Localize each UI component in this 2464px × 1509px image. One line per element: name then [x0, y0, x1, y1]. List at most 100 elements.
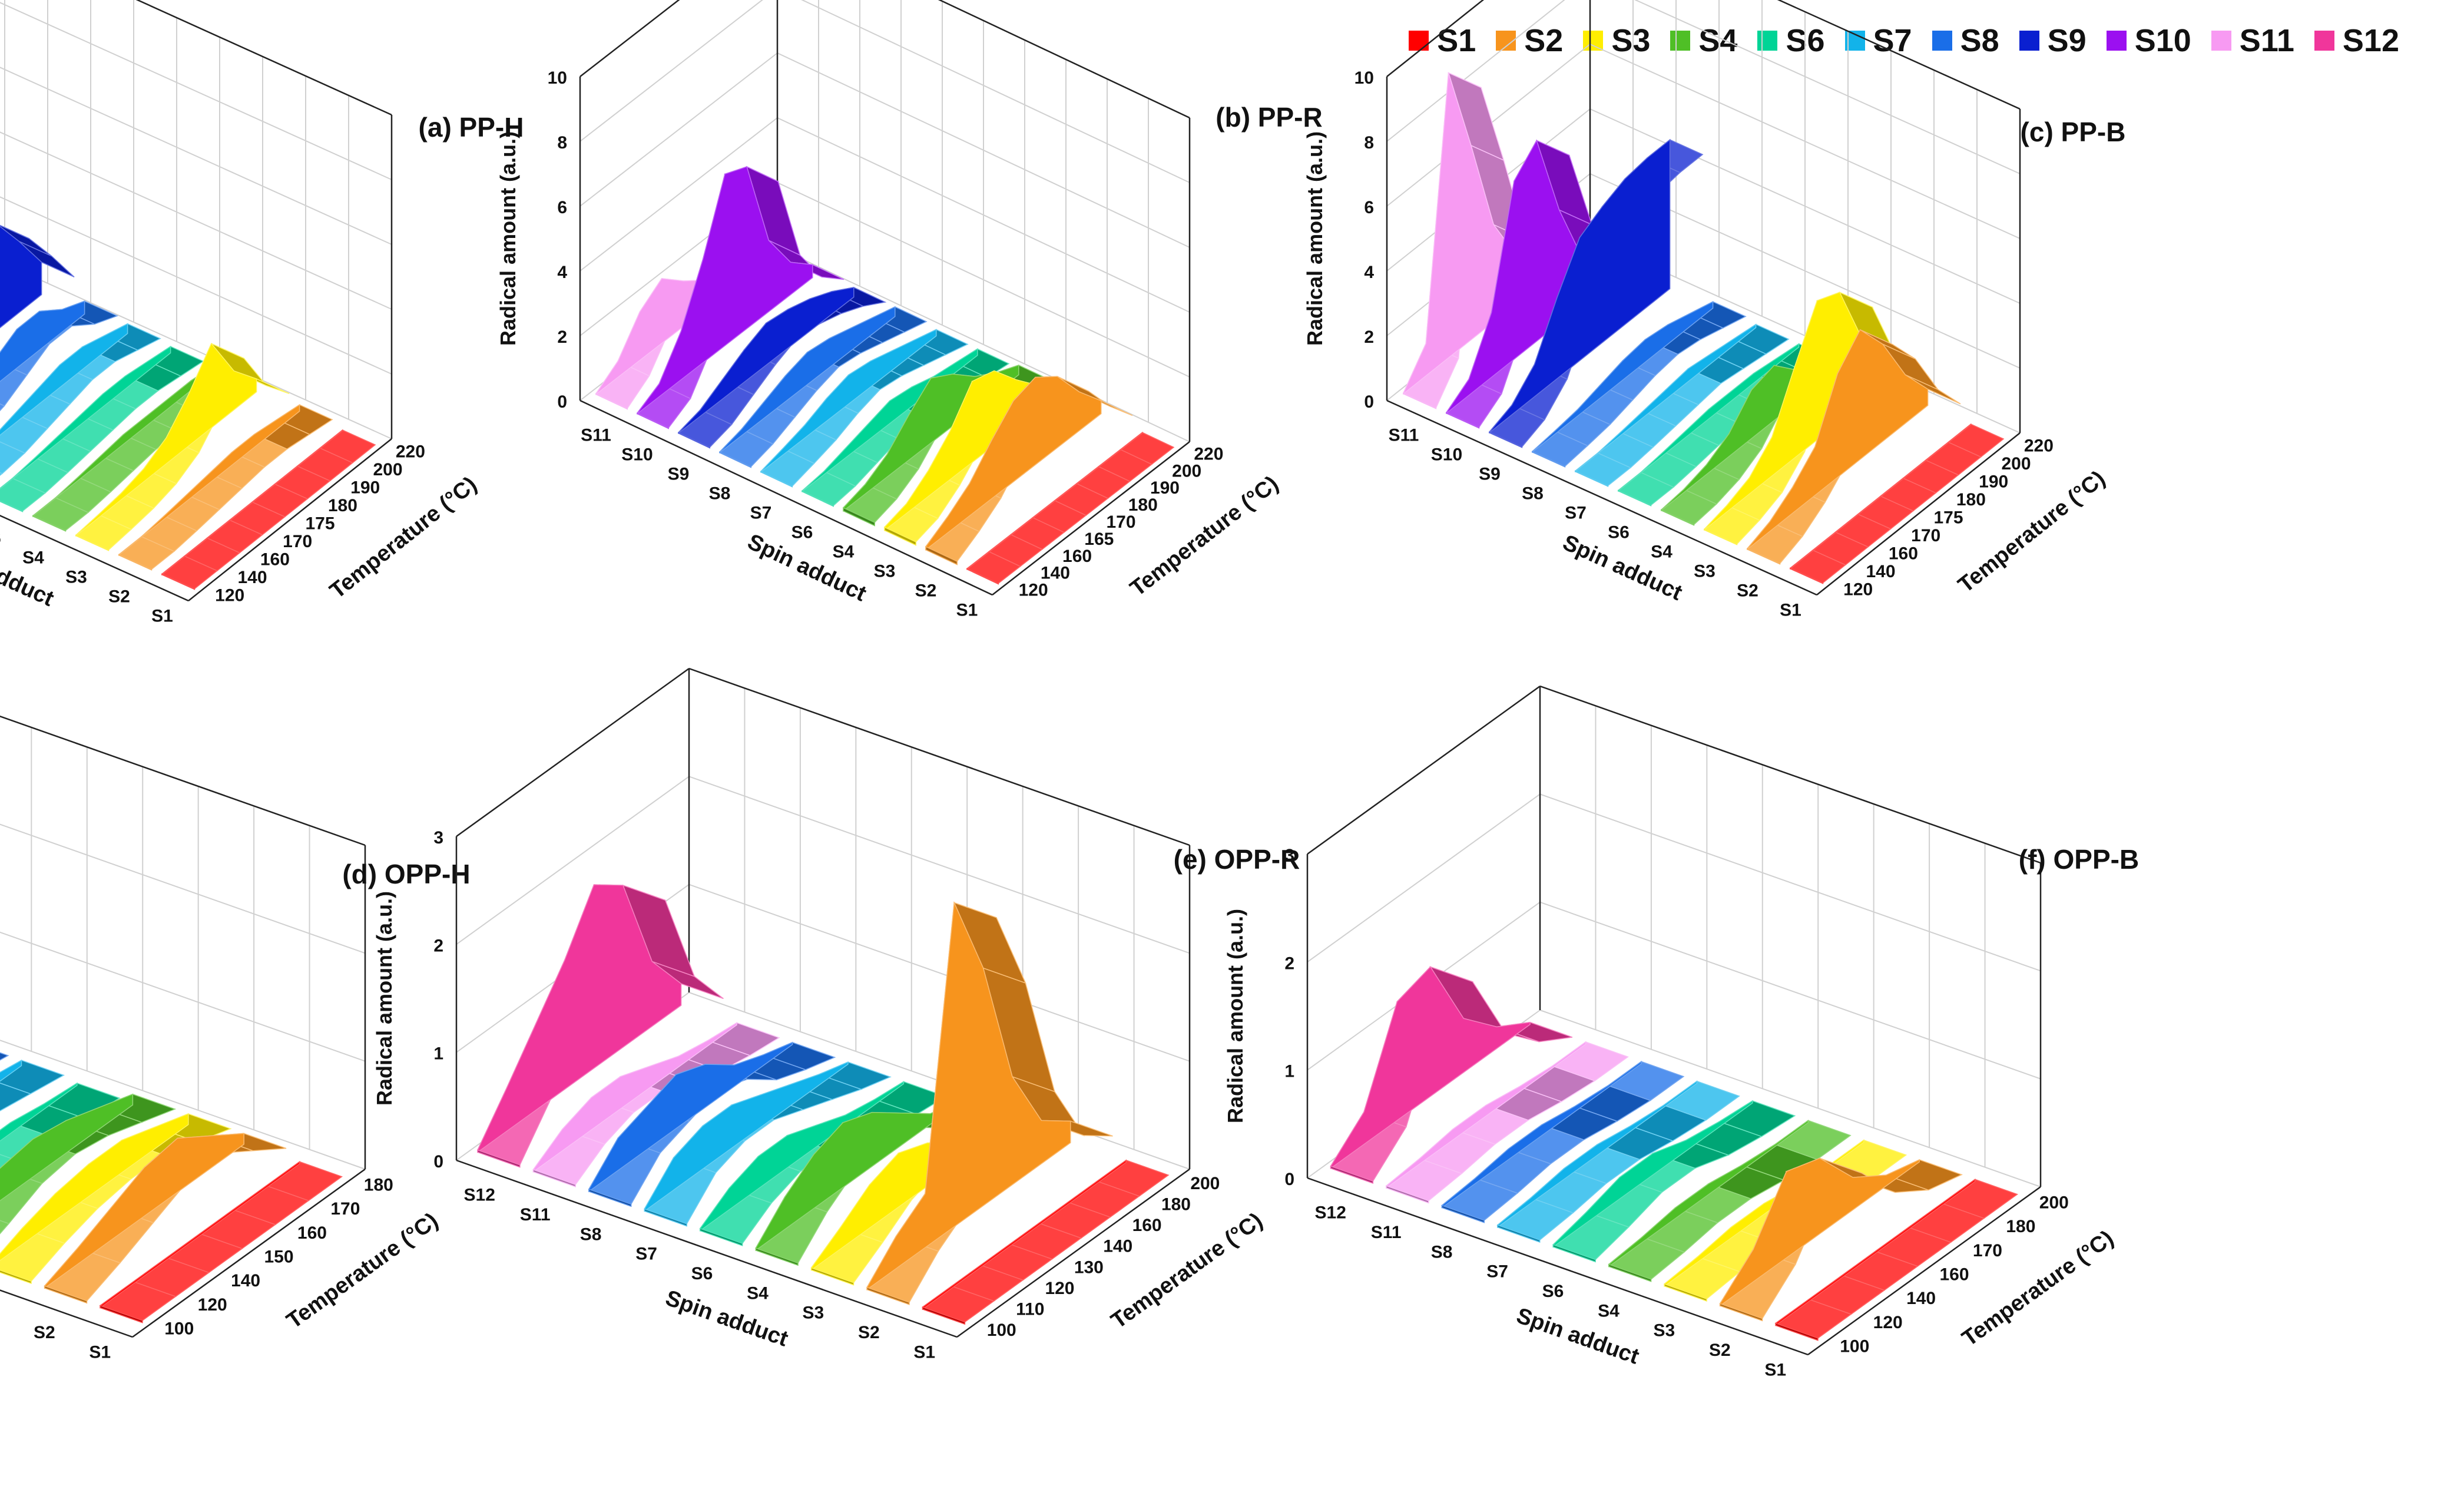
spin-adduct-tick-label: S1	[1764, 1360, 1786, 1379]
spin-adduct-tick-label: S6	[0, 529, 1, 548]
area-front-face	[760, 329, 937, 474]
area-end-face	[1497, 1224, 1541, 1243]
legend-item-s11: S11	[2211, 22, 2294, 59]
x-axis-label: Spin adduct	[662, 1286, 791, 1352]
axis-line	[1307, 685, 1541, 855]
temperature-tick-label: 150	[264, 1247, 294, 1267]
area-front-face	[0, 345, 171, 490]
spin-adduct-tick-label: S11	[581, 426, 611, 445]
gridline	[0, 1040, 366, 1170]
axis-line	[1539, 685, 2041, 864]
gridline	[1386, 0, 1484, 77]
area-end-face	[922, 1306, 966, 1325]
area-series-s1	[1789, 423, 2005, 584]
z-tick-label: 2	[1364, 327, 1374, 347]
temperature-tick-label: 100	[1840, 1337, 1869, 1356]
temperature-tick-label: 140	[238, 568, 267, 587]
gridline	[0, 931, 366, 1062]
area-end-face	[595, 393, 628, 410]
area-end-face	[1775, 1322, 1819, 1341]
temperature-tick-label: 170	[330, 1199, 360, 1219]
area-front-face	[532, 1022, 737, 1173]
area-series-s2	[1746, 329, 1961, 565]
legend-item-s12: S12	[2314, 22, 2399, 59]
temperature-axis-label: Temperature (°C)	[1125, 471, 1283, 601]
axis-line	[0, 715, 366, 846]
area-front-face	[1532, 301, 1714, 454]
z-tick-label: 10	[548, 68, 567, 88]
axis-line	[938, 0, 1190, 119]
area-end-face	[1664, 1283, 1707, 1302]
area-series-s2	[866, 901, 1113, 1305]
axis-line	[956, 1168, 1190, 1338]
temperature-axis-label: Temperature (°C)	[1953, 466, 2109, 597]
gridline	[0, 67, 392, 245]
area-end-face	[760, 471, 793, 488]
y-axis-label: Radical amount (a.u.)	[1223, 909, 1247, 1123]
area-front-face	[637, 166, 813, 415]
spin-adduct-tick-label: S7	[750, 504, 772, 523]
legend-swatch	[2314, 31, 2334, 51]
legend-label: S1	[1437, 23, 1476, 58]
axis-line	[188, 438, 392, 601]
legend-label: S4	[1698, 23, 1738, 58]
area-front-face	[44, 1133, 244, 1289]
legend-item-s10: S10	[2106, 22, 2191, 59]
gridline	[579, 0, 763, 142]
x-axis-label: Spin adduct	[0, 536, 58, 611]
chart-panel-5: 0123100110120130140160180200S1S2S3S4S6S7…	[372, 667, 1300, 1362]
temperature-tick-label: 160	[1132, 1216, 1162, 1235]
spin-adduct-tick-label: S2	[1709, 1341, 1731, 1360]
area-series-s7	[1574, 323, 1790, 487]
area-end-face	[843, 507, 875, 527]
axis-line	[1777, 0, 2021, 110]
gridline	[579, 117, 778, 272]
area-end-face	[925, 545, 958, 565]
temperature-tick-label: 180	[328, 496, 357, 515]
area-end-face	[700, 1227, 743, 1246]
spin-adduct-tick-label: S2	[34, 1323, 55, 1342]
area-front-face	[0, 300, 85, 382]
axis-line	[456, 667, 690, 838]
legend-swatch	[1670, 31, 1691, 51]
z-tick-label: 0	[433, 1152, 443, 1172]
area-end-face	[1441, 1204, 1485, 1223]
area-end-face	[678, 432, 710, 449]
gridline	[1539, 901, 2041, 1080]
z-tick-label: 2	[557, 327, 567, 347]
z-tick-label: 3	[433, 828, 443, 848]
area-front-face	[925, 376, 1102, 551]
axis-line	[579, 399, 993, 596]
area-series-s2	[1719, 1157, 1963, 1322]
area-front-face	[1608, 1119, 1809, 1268]
spin-adduct-tick-label: S1	[151, 607, 173, 626]
temperature-tick-label: 160	[297, 1223, 327, 1243]
spin-adduct-tick-label: S3	[874, 562, 896, 581]
area-end-face	[0, 500, 24, 512]
axis-line	[132, 1168, 366, 1338]
spin-adduct-tick-label: S1	[89, 1342, 111, 1362]
spin-adduct-tick-label: S8	[709, 484, 731, 504]
temperature-tick-label: 120	[1045, 1279, 1074, 1298]
area-front-face	[0, 1113, 189, 1262]
y-axis-label: Radical amount (a.u.)	[372, 891, 396, 1106]
gridline	[456, 776, 690, 945]
spin-adduct-tick-label: S6	[691, 1264, 713, 1283]
area-series-s9	[0, 224, 75, 329]
legend-item-s8: S8	[1932, 22, 1999, 59]
area-series-s11	[532, 1022, 780, 1187]
area-front-face	[1386, 1041, 1587, 1189]
area-series-s2	[118, 403, 333, 571]
area-front-face	[922, 1159, 1127, 1311]
area-end-face	[966, 568, 999, 585]
chart-title: (c) PP-B	[2021, 117, 2126, 147]
temperature-tick-label: 220	[1194, 444, 1223, 464]
area-series-s7	[1496, 1080, 1740, 1243]
area-end-face	[810, 1267, 855, 1286]
area-front-face	[477, 884, 682, 1153]
spin-adduct-tick-label: S4	[1598, 1301, 1620, 1321]
area-series-s8	[1440, 1060, 1685, 1223]
area-series-s8	[588, 1041, 836, 1207]
y-axis-label: Radical amount (a.u.)	[1303, 131, 1327, 346]
area-end-face	[1386, 1185, 1429, 1204]
